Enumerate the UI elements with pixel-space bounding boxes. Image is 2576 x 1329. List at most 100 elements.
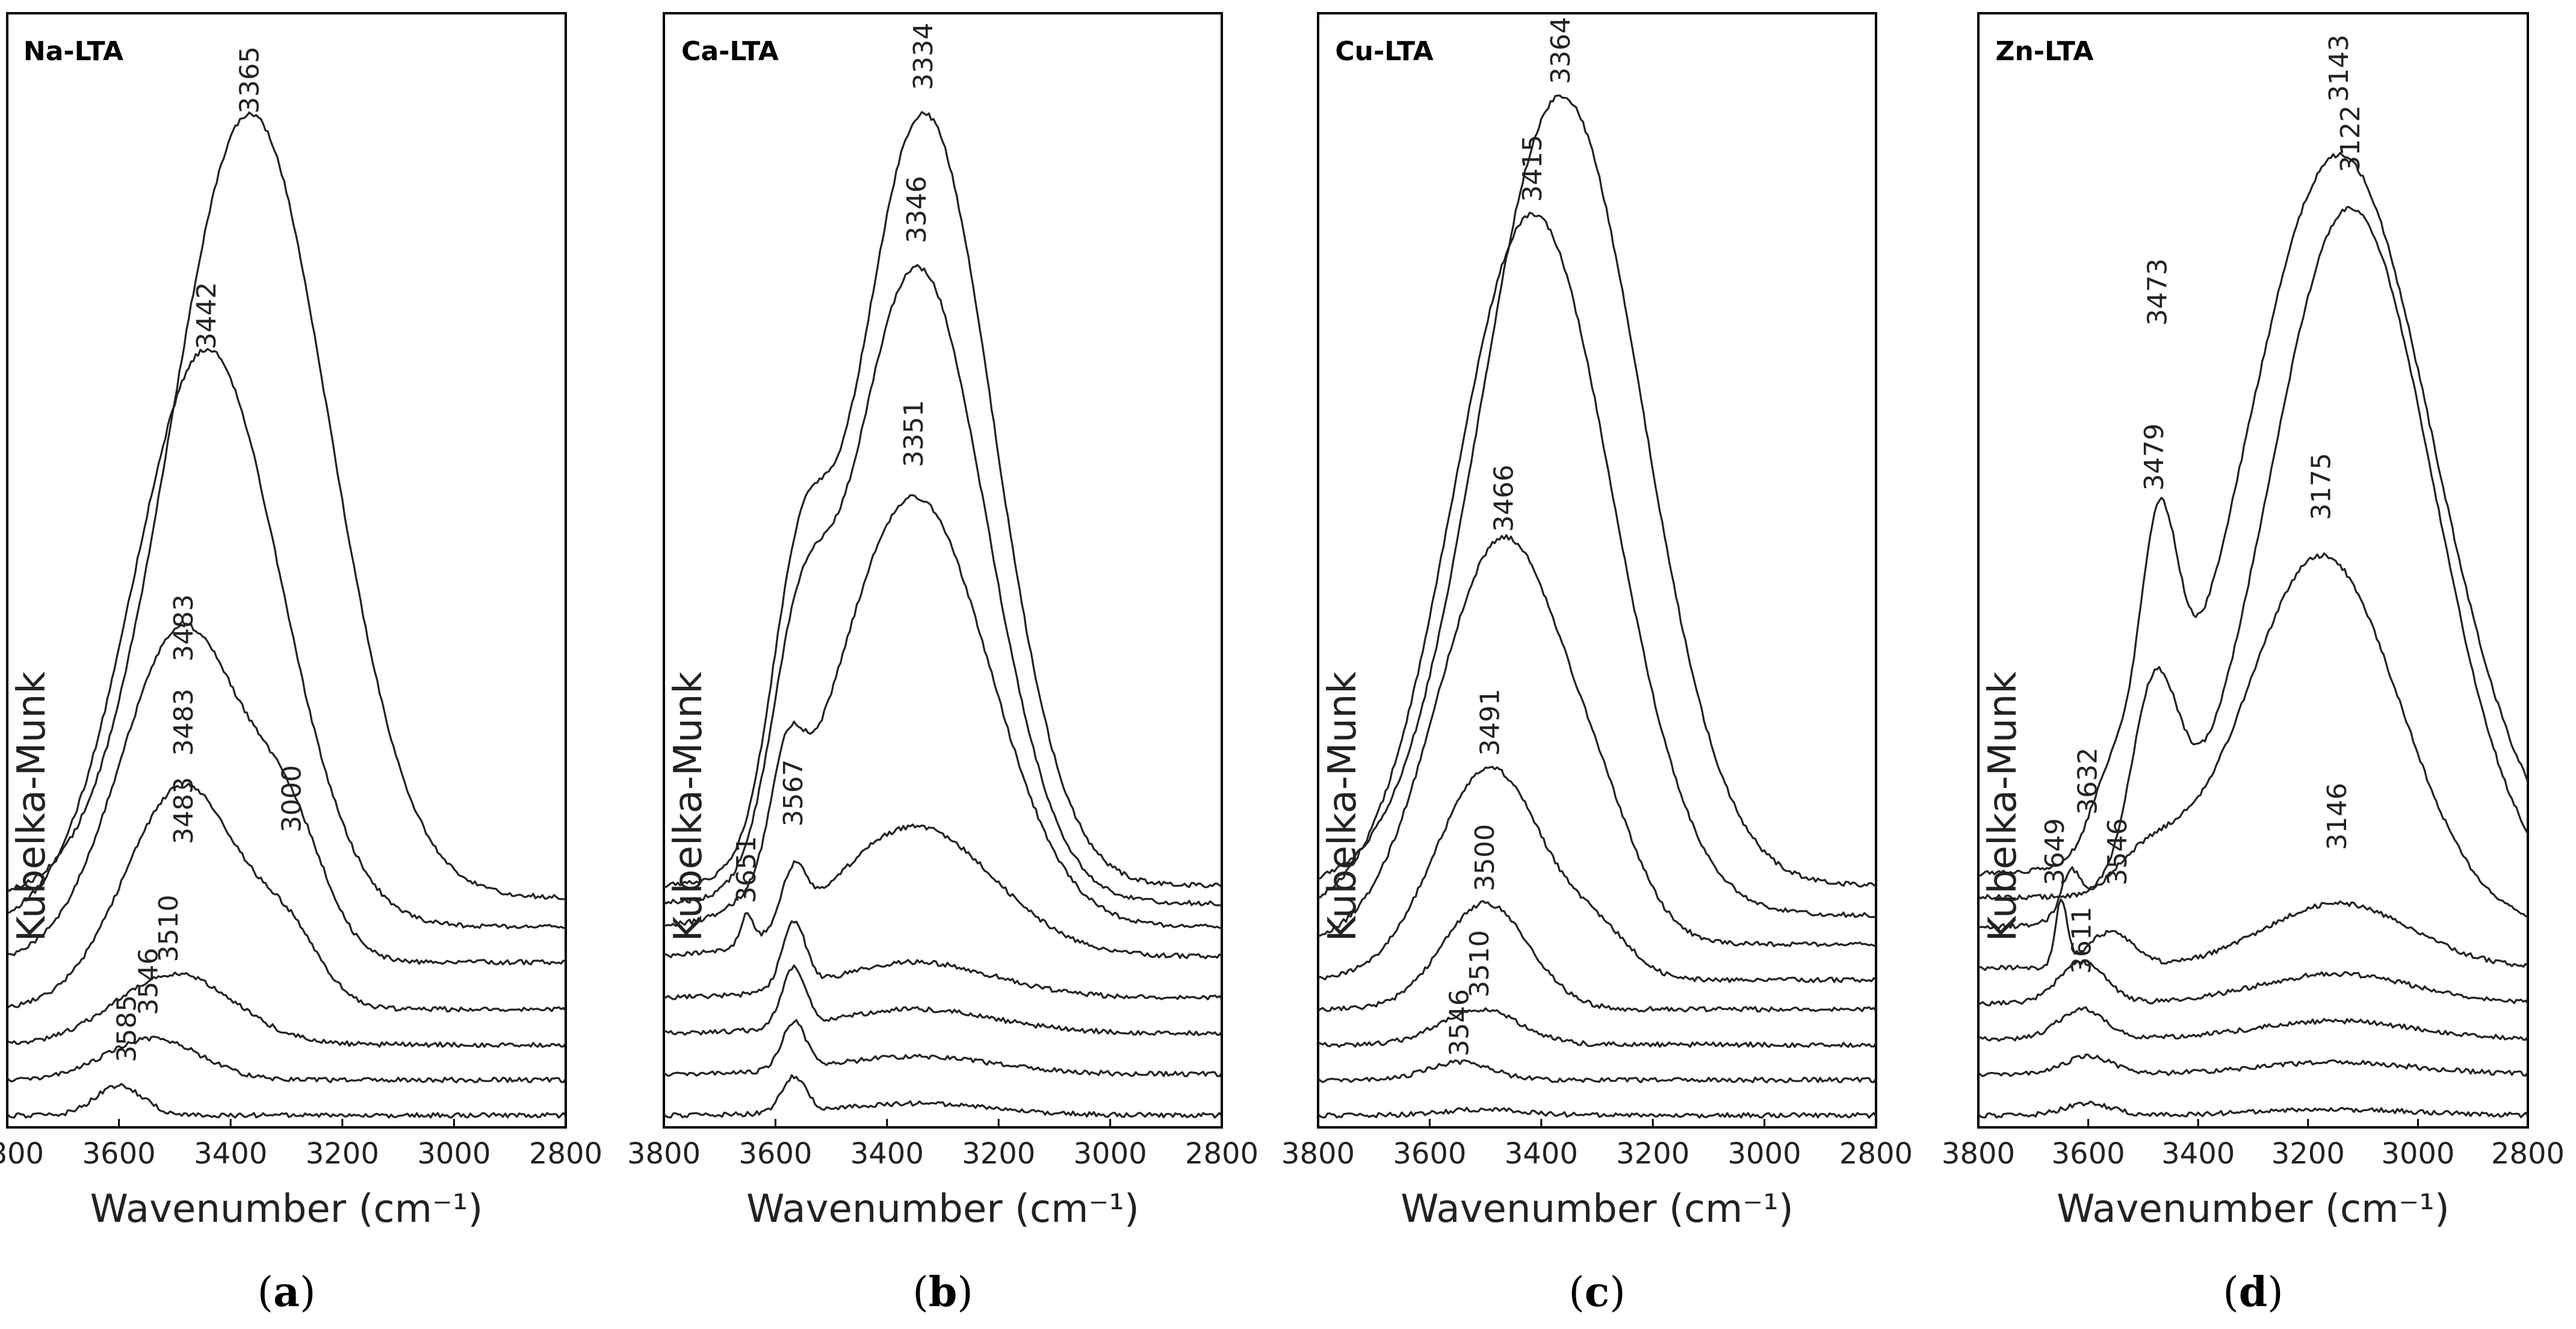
panel-a: Na-LTA 3800 3600 3400 3200 3000 2800 Wavenumber… [0,12,602,1316]
panel-d: Zn-LTA 3800 3600 3400 3200 3000 2800 Wavenumber… [1942,12,2565,1316]
x-tick-label: 2800 [1839,1137,1913,1171]
x-axis-label: Wavenumber (cm⁻¹) [90,1187,483,1231]
y-axis-label: Kubelka-Munk [1321,672,1365,942]
spectrum-line [6,1083,567,1119]
peak-label: 3632 [2073,748,2104,815]
panel-caption: (d) [2223,1268,2283,1316]
spectrum-line [1978,1006,2529,1042]
x-tick-label: 3000 [417,1137,491,1171]
panel-title: Zn-LTA [1996,36,2094,67]
spectrum-line [1317,94,1877,888]
peak-label: 3611 [2067,906,2098,974]
peak-label: 3500 [1470,824,1500,891]
panel-caption: (b) [912,1268,973,1316]
spectrum-line [1977,1053,2529,1077]
x-tick-label: 3200 [306,1137,379,1171]
peak-label: 3415 [1517,135,1548,202]
x-tick-label: 3400 [194,1137,267,1171]
x-tick-label: 2800 [1185,1137,1259,1171]
spectrum-line [1977,1100,2529,1119]
peak-label: 3546 [1444,989,1475,1056]
x-tick-label: 3000 [1728,1137,1801,1171]
peak-label: 3143 [2324,34,2355,102]
peak-label: 3546 [2102,818,2133,885]
x-tick-label: 3000 [1074,1137,1147,1171]
spectrum-line [7,622,566,965]
x-tick-label: 3000 [2381,1137,2454,1171]
panel-title: Cu-LTA [1335,36,1433,67]
spectrum-line [1978,552,2528,930]
panel-c: Cu-LTA 3800 3600 3400 3200 3000 2800 Wavenumber… [1281,12,1913,1316]
peak-label: 3442 [191,282,222,349]
panel-caption: (a) [257,1268,315,1316]
y-axis-label: Kubelka-Munk [1981,672,2025,942]
peak-label: 3567 [778,759,809,826]
spectrum-line [1977,959,2529,1006]
plot-frame [663,12,1223,1129]
peak-label: 3122 [2335,105,2366,173]
spectrum-line [663,494,1222,929]
peak-label: 3000 [276,765,307,832]
x-tick-label: 3600 [738,1137,812,1171]
x-tick-label: 3400 [850,1137,924,1171]
peak-label: 3491 [1475,689,1505,756]
x-tick-label: 3400 [2161,1137,2235,1171]
spectrum-line [663,823,1222,959]
peak-label: 3466 [1489,465,1520,532]
spectrum-line [1978,898,2528,971]
plot-frame [6,12,567,1129]
spectrum-line [663,1074,1223,1119]
spectrum-line [6,1035,567,1083]
spectrum-line [1317,211,1877,919]
spectrum-line [1317,766,1877,984]
peak-label: 3473 [2143,258,2173,326]
peak-label: 3334 [908,23,939,90]
spectrum-line [663,264,1222,906]
peak-label: 3585 [112,995,143,1062]
peak-label: 3651 [731,836,762,903]
spectrum-line [1978,152,2529,876]
peak-label: 3510 [1464,930,1495,997]
peak-label: 3510 [153,894,184,962]
x-tick-label: 3200 [1616,1137,1689,1171]
x-tick-label: 3200 [962,1137,1035,1171]
panel-title: Ca-LTA [681,36,779,67]
x-tick-label: 3600 [82,1137,156,1171]
y-axis-label: Kubelka-Munk [666,672,711,942]
x-tick-label: 3800 [1942,1137,2015,1171]
spectrum-line [6,782,567,1013]
spectrum-line [7,348,566,930]
spectrum-line [1317,1007,1877,1048]
peak-label: 3483 [169,777,199,844]
spectrum-line [1317,1059,1877,1083]
spectrum-line [663,1019,1223,1077]
x-tick-label: 3800 [627,1137,701,1171]
plot-frame [1977,12,2529,1129]
spectrum-line [663,111,1222,888]
spectrum-line [7,971,567,1048]
plot-frame [1317,12,1877,1129]
peak-label: 3483 [169,689,199,756]
x-tick-label: 3600 [1393,1137,1466,1171]
panel-caption: (c) [1568,1268,1625,1316]
peak-label: 3175 [2306,453,2337,520]
peak-label: 3346 [902,176,932,243]
spectrum-line [1317,534,1877,947]
peak-label: 3146 [2322,783,2353,850]
spectrum-line [1977,206,2529,901]
x-axis-label: Wavenumber (cm⁻¹) [2057,1187,2450,1231]
x-tick-label: 3800 [0,1137,44,1171]
x-tick-label: 3800 [1281,1137,1355,1171]
spectrum-line [1317,900,1877,1013]
x-tick-label: 2800 [529,1137,602,1171]
spectrum-line [663,964,1223,1036]
x-tick-label: 3400 [1505,1137,1578,1171]
peak-label: 3351 [899,400,929,467]
x-axis-label: Wavenumber (cm⁻¹) [746,1187,1139,1231]
peak-label: 3365 [235,46,265,114]
x-tick-label: 2800 [2491,1137,2565,1171]
y-axis-label: Kubelka-Munk [10,672,54,942]
peak-label: 3546 [134,948,164,1015]
spectrum-line [663,920,1223,1000]
